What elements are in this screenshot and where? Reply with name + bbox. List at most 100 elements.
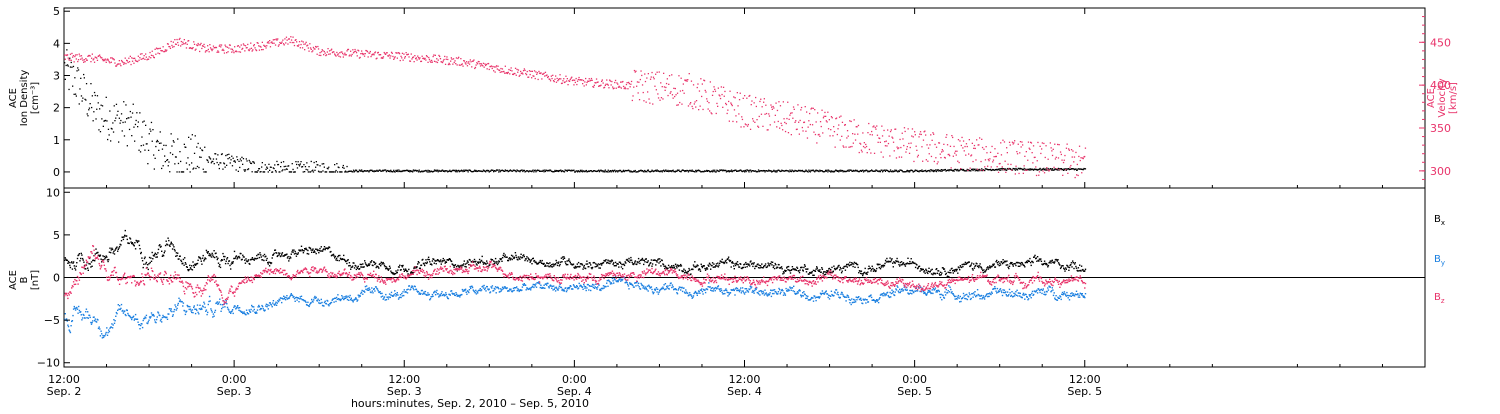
by-point — [160, 320, 161, 321]
density-point — [112, 122, 113, 123]
velocity-point — [418, 57, 419, 58]
velocity-point — [286, 37, 287, 38]
bx-point — [552, 266, 553, 267]
velocity-point — [193, 41, 194, 42]
bx-point — [774, 268, 775, 269]
by-point — [68, 326, 69, 327]
density-point — [190, 171, 191, 172]
velocity-point — [696, 100, 697, 101]
by-point — [222, 307, 223, 308]
velocity-point — [821, 126, 822, 127]
density-point — [254, 163, 255, 164]
bx-point — [584, 265, 585, 266]
velocity-point — [238, 51, 239, 52]
velocity-point — [637, 81, 638, 82]
velocity-point — [781, 125, 782, 126]
bx-point — [428, 257, 429, 258]
by-point — [256, 312, 257, 313]
velocity-point — [885, 145, 886, 146]
velocity-point — [131, 57, 132, 58]
velocity-point — [852, 133, 853, 134]
velocity-point — [395, 56, 396, 57]
by-point — [106, 332, 107, 333]
velocity-point — [73, 55, 74, 56]
bx-point — [64, 260, 65, 261]
velocity-point — [682, 90, 683, 91]
bx-point — [868, 268, 869, 269]
by-point — [410, 289, 411, 290]
bx-point — [925, 273, 926, 274]
velocity-point — [152, 51, 153, 52]
velocity-point — [1033, 145, 1034, 146]
velocity-point — [118, 63, 119, 64]
density-point — [120, 120, 121, 121]
bx-point — [612, 264, 613, 265]
bx-point — [712, 262, 713, 263]
velocity-point — [840, 116, 841, 117]
bx-point — [223, 256, 224, 257]
by-point — [90, 317, 91, 318]
velocity-point — [319, 52, 320, 53]
density-point — [189, 164, 190, 165]
velocity-point — [591, 78, 592, 79]
density-point — [643, 171, 644, 172]
velocity-point — [611, 81, 612, 82]
density-point — [341, 171, 342, 172]
density-point — [89, 108, 90, 109]
velocity-point — [376, 58, 377, 59]
velocity-point — [875, 129, 876, 130]
by-point — [257, 306, 258, 307]
velocity-point — [847, 130, 848, 131]
bx-point — [1046, 264, 1047, 265]
velocity-point — [862, 151, 863, 152]
bx-point — [848, 264, 849, 265]
by-point — [186, 311, 187, 312]
velocity-point — [769, 115, 770, 116]
by-point — [340, 299, 341, 300]
bx-point — [90, 263, 91, 264]
bx-point — [919, 266, 920, 267]
bx-point — [630, 257, 631, 258]
bx-point — [539, 262, 540, 263]
velocity-point — [1001, 154, 1002, 155]
by-point — [199, 305, 200, 306]
by-point — [422, 290, 423, 291]
velocity-point — [364, 56, 365, 57]
velocity-point — [464, 60, 465, 61]
by-point — [441, 293, 442, 294]
velocity-point — [986, 152, 987, 153]
density-point — [163, 165, 164, 166]
velocity-point — [1058, 157, 1059, 158]
velocity-point — [778, 101, 779, 102]
density-point — [522, 170, 523, 171]
velocity-point — [924, 131, 925, 132]
velocity-point — [228, 47, 229, 48]
velocity-point — [125, 63, 126, 64]
density-point — [183, 171, 184, 172]
bx-point — [947, 276, 948, 277]
velocity-point — [656, 89, 657, 90]
velocity-point — [982, 147, 983, 148]
density-point — [155, 146, 156, 147]
density-point — [284, 166, 285, 167]
velocity-point — [1013, 142, 1014, 143]
velocity-point — [853, 143, 854, 144]
velocity-point — [930, 134, 931, 135]
bx-point — [706, 267, 707, 268]
density-point — [695, 170, 696, 171]
density-point — [696, 171, 697, 172]
velocity-point — [148, 59, 149, 60]
bx-point — [880, 268, 881, 269]
by-point — [139, 328, 140, 329]
by-point — [335, 301, 336, 302]
density-point — [1000, 170, 1001, 171]
velocity-point — [634, 70, 635, 71]
bx-point — [905, 265, 906, 266]
velocity-point — [951, 135, 952, 136]
velocity-point — [171, 45, 172, 46]
bx-point — [1037, 256, 1038, 257]
bx-point — [823, 271, 824, 272]
velocity-point — [959, 140, 960, 141]
velocity-point — [600, 85, 601, 86]
